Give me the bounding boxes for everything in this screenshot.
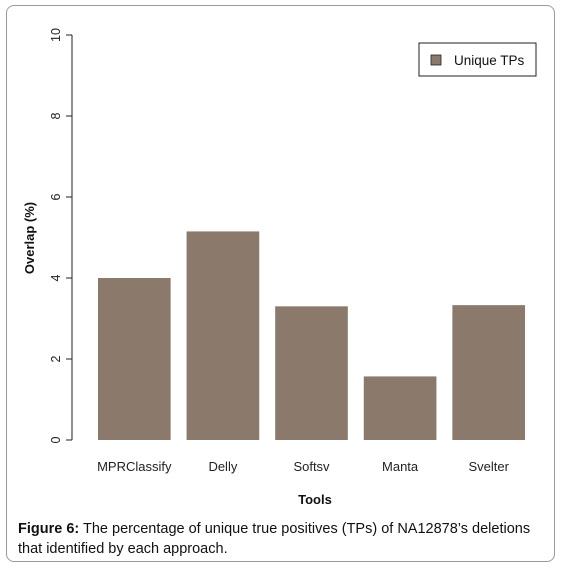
y-tick-label: 10 [49,28,63,42]
y-tick-label: 6 [49,193,63,200]
y-tick-label: 0 [49,436,63,443]
x-tick-label: Manta [382,459,419,474]
y-tick-label: 2 [49,355,63,362]
caption-text: The percentage of unique true positives … [18,521,531,557]
x-tick-label: Delly [208,459,237,474]
legend-swatch [430,54,442,66]
y-axis: 0 2 4 6 8 10 [49,28,73,443]
bar-chart: 0 2 4 6 8 10 MPRClassify Delly Softsv Manta Svelt… [22,28,537,507]
x-tick-label: Svelter [468,459,509,474]
figure-frame [6,5,555,562]
legend-label: Unique TPs [454,53,525,68]
y-tick-label: 4 [49,274,63,281]
bar-softsv [275,306,348,440]
x-tick-label: MPRClassify [97,459,172,474]
figure-caption: Figure 6: The percentage of unique true … [18,519,553,559]
bar-manta [363,376,437,440]
bars [97,231,526,440]
y-axis-title: Overlap (%) [22,202,37,274]
caption-label: Figure 6: [18,521,80,537]
y-tick-label: 8 [49,112,63,119]
bar-svelter [452,305,526,440]
bar-mprclassify [97,278,171,440]
x-axis-title: Tools [298,492,332,507]
bar-delly [186,231,260,440]
x-tick-label: Softsv [293,459,330,474]
legend: Unique TPs [418,42,537,77]
x-axis-labels: MPRClassify Delly Softsv Manta Svelter [97,459,509,474]
